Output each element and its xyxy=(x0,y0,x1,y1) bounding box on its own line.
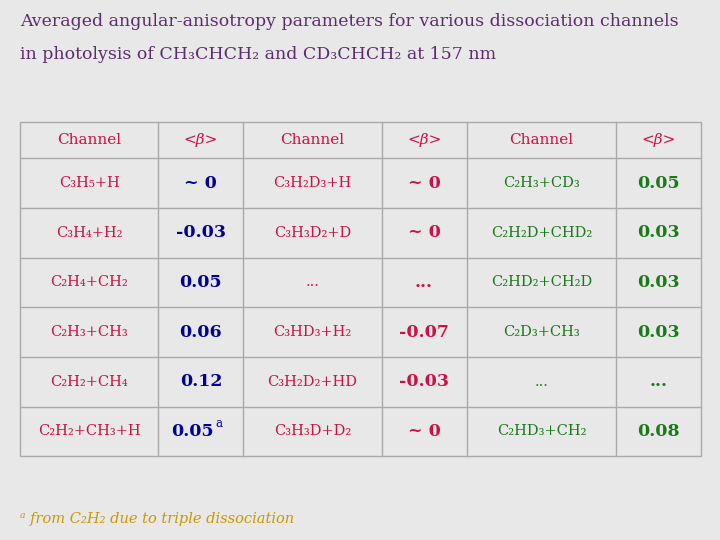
Text: -0.03: -0.03 xyxy=(399,373,449,390)
Text: 0.03: 0.03 xyxy=(637,224,680,241)
Text: C₂D₃+CH₃: C₂D₃+CH₃ xyxy=(503,325,580,339)
Text: <β>: <β> xyxy=(642,133,676,147)
Text: 0.08: 0.08 xyxy=(637,423,680,440)
Text: C₃H₂D₂+HD: C₃H₂D₂+HD xyxy=(267,375,357,389)
Text: ᵃ from C₂H₂ due to triple dissociation: ᵃ from C₂H₂ due to triple dissociation xyxy=(20,512,294,526)
Text: C₂H₂+CH₃+H: C₂H₂+CH₃+H xyxy=(38,424,140,438)
Text: C₃H₄+H₂: C₃H₄+H₂ xyxy=(56,226,122,240)
Text: C₃H₃D₂+D: C₃H₃D₂+D xyxy=(274,226,351,240)
Text: a: a xyxy=(215,417,222,430)
Text: ~ 0: ~ 0 xyxy=(408,174,441,192)
Text: C₂H₂+CH₄: C₂H₂+CH₄ xyxy=(50,375,128,389)
Text: ...: ... xyxy=(650,373,668,390)
Text: -0.07: -0.07 xyxy=(399,323,449,341)
Text: Channel: Channel xyxy=(57,133,122,147)
Text: C₂H₄+CH₂: C₂H₄+CH₂ xyxy=(50,275,128,289)
Text: C₂HD₃+CH₂: C₂HD₃+CH₂ xyxy=(497,424,586,438)
Text: 0.05: 0.05 xyxy=(171,423,214,440)
Text: 0.06: 0.06 xyxy=(179,323,222,341)
Text: ...: ... xyxy=(534,375,549,389)
Text: ~ 0: ~ 0 xyxy=(408,224,441,241)
Text: Channel: Channel xyxy=(509,133,574,147)
Text: C₂H₃+CD₃: C₂H₃+CD₃ xyxy=(503,176,580,190)
Text: ...: ... xyxy=(415,274,433,291)
Text: -0.03: -0.03 xyxy=(176,224,226,241)
Text: C₂HD₂+CH₂D: C₂HD₂+CH₂D xyxy=(491,275,592,289)
Text: ...: ... xyxy=(305,275,320,289)
Text: C₂H₂D+CHD₂: C₂H₂D+CHD₂ xyxy=(491,226,592,240)
Text: C₃H₅+H: C₃H₅+H xyxy=(59,176,120,190)
Text: C₃H₂D₃+H: C₃H₂D₃+H xyxy=(274,176,351,190)
Text: ~ 0: ~ 0 xyxy=(184,174,217,192)
Text: 0.05: 0.05 xyxy=(637,174,680,192)
Text: C₂H₃+CH₃: C₂H₃+CH₃ xyxy=(50,325,128,339)
Text: C₃HD₃+H₂: C₃HD₃+H₂ xyxy=(274,325,351,339)
Text: C₃H₃D+D₂: C₃H₃D+D₂ xyxy=(274,424,351,438)
Text: <β>: <β> xyxy=(184,133,218,147)
Text: Channel: Channel xyxy=(280,133,345,147)
Text: 0.05: 0.05 xyxy=(179,274,222,291)
Text: in photolysis of CH₃CHCH₂ and CD₃CHCH₂ at 157 nm: in photolysis of CH₃CHCH₂ and CD₃CHCH₂ a… xyxy=(20,46,496,63)
Bar xyxy=(20,122,701,456)
Text: 0.03: 0.03 xyxy=(637,323,680,341)
Text: Averaged angular-anisotropy parameters for various dissociation channels: Averaged angular-anisotropy parameters f… xyxy=(20,14,679,30)
Text: 0.03: 0.03 xyxy=(637,274,680,291)
Text: ~ 0: ~ 0 xyxy=(408,423,441,440)
Text: 0.12: 0.12 xyxy=(180,373,222,390)
Text: <β>: <β> xyxy=(407,133,441,147)
